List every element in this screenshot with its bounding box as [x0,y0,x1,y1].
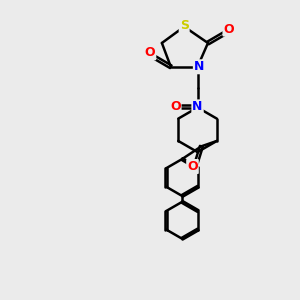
Text: O: O [170,100,181,113]
Text: N: N [192,100,203,113]
Text: S: S [180,19,189,32]
Text: N: N [194,60,204,73]
Text: O: O [187,160,198,173]
Text: O: O [224,22,234,35]
Text: O: O [145,46,155,59]
